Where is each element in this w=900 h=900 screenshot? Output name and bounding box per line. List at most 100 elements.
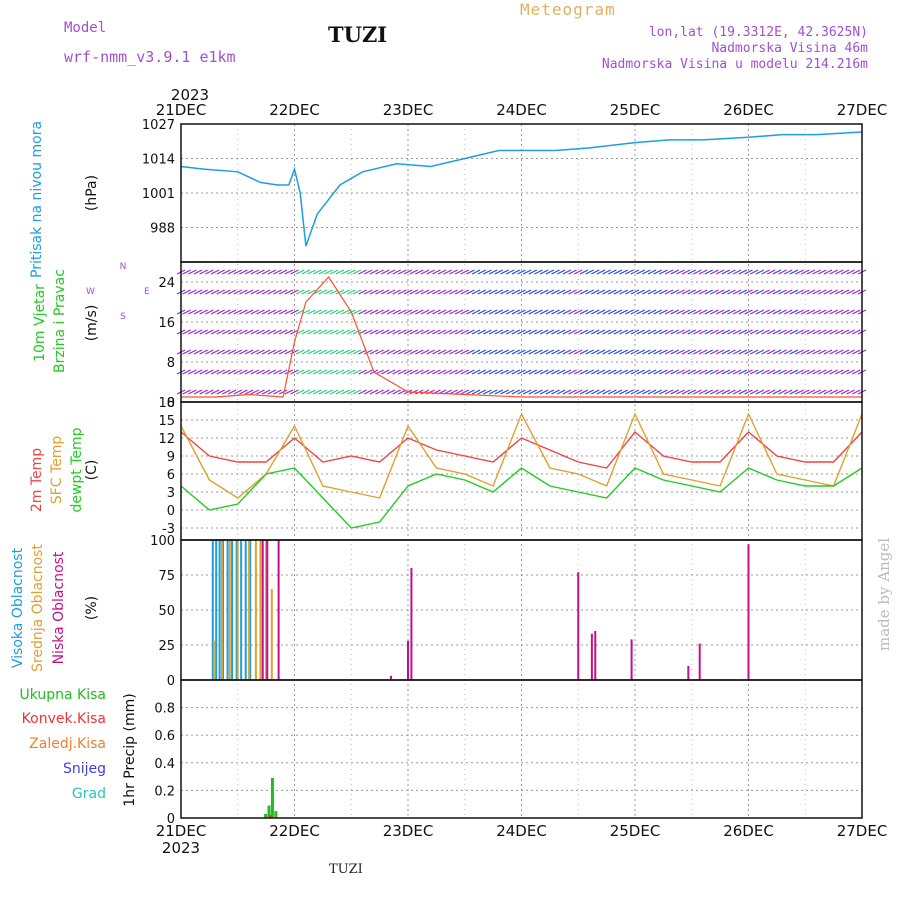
wind-barb	[801, 269, 810, 275]
wind-barb	[398, 269, 407, 275]
wind-barb	[205, 329, 214, 335]
wind-barb	[284, 349, 294, 355]
wind-barb	[477, 369, 486, 375]
wind-barb	[210, 309, 220, 315]
wind-barb	[460, 329, 469, 335]
wind-barb	[630, 389, 640, 395]
wind-barb	[574, 269, 583, 275]
wind-barb	[761, 329, 770, 335]
wind-barb	[443, 329, 452, 335]
rain-total-bar	[270, 777, 274, 818]
wind-barb	[778, 369, 787, 375]
wind-barb	[466, 369, 475, 375]
wind-barb	[749, 329, 759, 335]
wind-barb	[744, 389, 753, 395]
wind-barb	[437, 349, 447, 355]
wind-barb	[721, 289, 731, 295]
wind-barb	[812, 329, 821, 335]
wind-barb	[778, 269, 787, 275]
wind-barb	[488, 329, 498, 335]
wind-barb	[647, 269, 657, 275]
wind-barb	[522, 349, 532, 355]
wind-barb	[676, 289, 685, 295]
wind-barb	[449, 349, 458, 355]
wind-barb	[471, 289, 481, 295]
wind-barb	[653, 329, 662, 335]
wind-barb	[330, 389, 339, 395]
wind-barb	[250, 369, 259, 375]
wind-barb	[403, 289, 413, 295]
wind-barb	[261, 389, 271, 395]
wind-barb	[216, 289, 225, 295]
wind-barb	[596, 289, 606, 295]
wind-barb	[835, 369, 844, 375]
wind-barb	[335, 269, 345, 275]
wind-barb	[369, 289, 379, 295]
wind-barb	[233, 289, 242, 295]
wind-barb	[715, 269, 725, 275]
wind-barb	[755, 369, 765, 375]
wind-barb	[766, 329, 776, 335]
wind-barb	[364, 349, 373, 355]
wind-barb	[806, 389, 816, 395]
wind-barb	[704, 389, 713, 395]
wind-barb	[307, 289, 316, 295]
wind-barb	[568, 349, 577, 355]
wind-barb	[608, 349, 617, 355]
wind-panel	[176, 269, 867, 398]
wind-barb	[852, 329, 861, 335]
wind-barb	[273, 309, 282, 315]
wind-barb	[426, 269, 435, 275]
wind-barb	[749, 269, 759, 275]
wind-barb	[557, 349, 566, 355]
wind-barb	[806, 349, 816, 355]
wind-barb	[755, 289, 765, 295]
wind-barb	[647, 369, 657, 375]
wind-barb	[239, 329, 248, 335]
wind-barb	[182, 389, 191, 395]
wind-barb	[352, 269, 362, 275]
wind-barb	[267, 289, 277, 295]
wind-barb	[778, 329, 787, 335]
wind-barb	[403, 329, 413, 335]
sfc-temp-line	[180, 412, 863, 499]
wind-barb	[284, 269, 294, 275]
wind-barb	[216, 389, 225, 395]
wind-barb	[358, 389, 367, 395]
wind-barb	[602, 349, 611, 355]
wind-barb	[517, 329, 526, 335]
wind-barb	[488, 309, 498, 315]
wind-barb	[295, 269, 305, 275]
wind-barb	[647, 309, 657, 315]
wind-barb	[755, 349, 765, 355]
wind-barb	[835, 289, 844, 295]
wind-barb	[596, 269, 606, 275]
wind-barb	[244, 329, 254, 335]
y-tick-label: 1027	[142, 118, 175, 133]
rain-total-bar	[267, 805, 271, 818]
wind-barb	[636, 369, 645, 375]
wind-barb	[375, 289, 384, 295]
wind-barb	[812, 309, 821, 315]
wind-barb	[789, 389, 799, 395]
wind-barb	[574, 369, 583, 375]
wind-barb	[562, 349, 572, 355]
wind-barb	[749, 349, 759, 355]
wind-barb	[386, 349, 396, 355]
wind-barb	[500, 329, 509, 335]
wind-barb	[500, 349, 509, 355]
altitude-text: Nadmorska Visina 46m	[711, 41, 868, 56]
wind-barb	[364, 329, 373, 335]
wind-barb	[471, 329, 481, 335]
wind-barb	[267, 349, 277, 355]
y-tick-label: 0.4	[154, 757, 175, 772]
wind-barb	[295, 389, 305, 395]
wind-barb	[364, 389, 373, 395]
wind-barb	[812, 269, 821, 275]
wind-barb	[846, 269, 855, 275]
y-tick-label: 25	[158, 639, 175, 654]
wind-barb	[721, 309, 731, 315]
wind-barb	[539, 389, 549, 395]
wind-barb	[636, 389, 645, 395]
wind-barb	[732, 309, 742, 315]
